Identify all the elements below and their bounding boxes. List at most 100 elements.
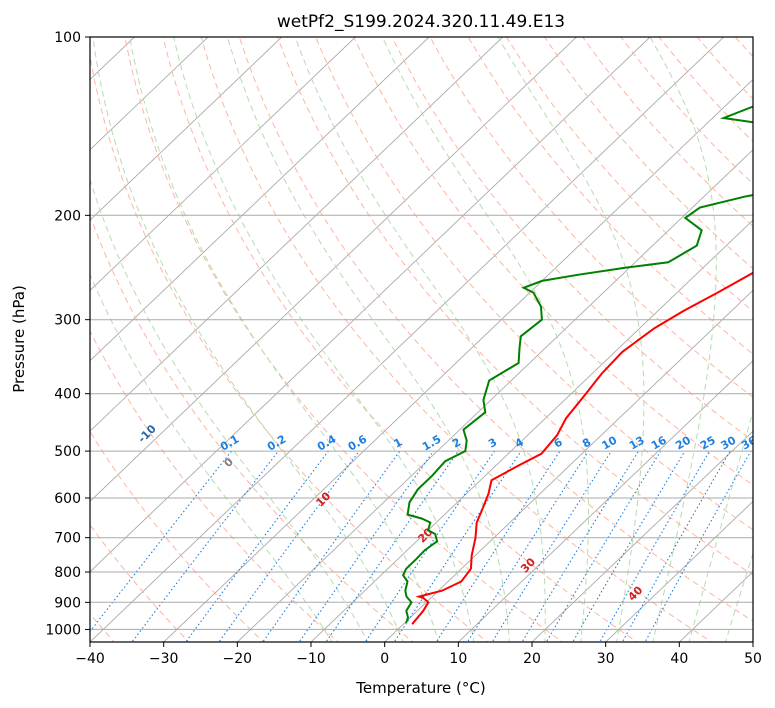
mixing-ratio-lines	[90, 450, 752, 642]
mixing-ratio-line	[262, 450, 401, 642]
isotherm-lines	[90, 37, 753, 642]
mixing-ratio-line	[393, 450, 522, 642]
isotherm-line	[678, 571, 753, 642]
y-axis-ticks: 1000 900 800 700 600 500 400 300 200 100	[45, 30, 90, 638]
isotherm-line	[310, 219, 753, 642]
profile-series	[401, 105, 753, 625]
mixing-ratio-label: 0.2	[265, 433, 288, 454]
mixing-ratio-label: 6	[552, 435, 565, 450]
dry-adiabat-label: 40	[625, 583, 645, 603]
series-line	[411, 271, 753, 625]
mixing-ratio-label: 0.6	[346, 432, 370, 453]
moist-adiabat-line	[725, 552, 753, 642]
dry-adiabat-line	[429, 37, 753, 398]
y-axis-label: Pressure (hPa)	[10, 285, 28, 393]
x-tick-label: 30	[597, 651, 615, 667]
dry-adiabat-line	[90, 53, 489, 642]
x-tick-label: 10	[449, 651, 467, 667]
dry-adiabat-label: 20	[415, 525, 435, 545]
dry-adiabat-line	[696, 37, 753, 100]
isotherm-line	[605, 500, 753, 642]
dry-adiabat-line	[391, 37, 753, 442]
mixing-ratio-line	[90, 450, 232, 633]
dry-adiabat-line	[353, 37, 753, 486]
mixing-ratio-label: 2	[450, 436, 463, 451]
x-tick-label: −10	[296, 651, 326, 667]
plot-frame	[89, 36, 754, 643]
y-tick-label: 200	[54, 208, 81, 224]
mixing-ratio-label: 20	[673, 433, 693, 452]
mixing-ratio-line	[572, 450, 686, 642]
isotherm-line	[90, 37, 209, 151]
mixing-ratio-line	[185, 450, 329, 642]
isotherm-line	[90, 37, 357, 292]
dry-adiabat-line	[90, 214, 414, 642]
dry-adiabat-lines	[90, 37, 753, 642]
pressure-grid-lines	[90, 37, 753, 630]
isotherm-line	[531, 430, 753, 642]
y-tick-label: 900	[54, 595, 81, 611]
x-tick-label: 40	[670, 651, 688, 667]
y-tick-label: 400	[54, 387, 81, 403]
mixing-ratio-label: 0.1	[218, 433, 241, 454]
isotherm-line	[90, 37, 504, 432]
mixing-ratio-line	[435, 450, 561, 642]
y-tick-label: 300	[54, 313, 81, 329]
mixing-ratio-line	[545, 450, 662, 642]
dry-adiabat-line	[200, 37, 713, 642]
dry-adiabat-label: 10	[313, 489, 333, 509]
dry-adiabat-line	[658, 37, 753, 143]
dry-adiabat-line	[238, 37, 753, 622]
x-tick-label: −40	[75, 651, 105, 667]
y-tick-label: 600	[54, 491, 81, 507]
mixing-ratio-line	[466, 450, 589, 642]
mixing-ratio-line	[298, 450, 434, 642]
x-tick-label: −20	[223, 651, 253, 667]
x-axis-ticks: −40 −30 −20 −10 0 10 20 30 40 50	[75, 642, 762, 667]
dry-adiabat-line	[467, 37, 753, 355]
mixing-ratio-label: 36	[739, 433, 759, 452]
y-tick-label: 1000	[45, 622, 81, 638]
isotherm-line	[90, 37, 725, 642]
mixing-ratio-label: 16	[649, 433, 669, 452]
x-tick-label: 0	[380, 651, 389, 667]
mixing-ratio-line	[491, 450, 612, 642]
isotherm-line	[236, 149, 753, 642]
dry-adiabat-line	[620, 37, 753, 185]
dry-adiabat-line	[582, 37, 753, 227]
mixing-ratio-label: 25	[698, 434, 718, 453]
mixing-ratio-label: 4	[513, 435, 526, 450]
mixing-ratio-line	[644, 450, 752, 642]
moist-adiabat-line	[90, 177, 369, 642]
dry-adiabat-line	[315, 37, 753, 531]
x-tick-label: 20	[523, 651, 541, 667]
isotherm-line	[457, 360, 753, 642]
moist-adiabat-line	[129, 37, 440, 642]
isotherm-line	[163, 78, 753, 642]
chart-title: wetPf2_S199.2024.320.11.49.E13	[277, 12, 565, 32]
dry-adiabat-label: -10	[136, 422, 159, 445]
dry-adiabat-line	[734, 37, 753, 58]
dry-adiabat-line	[162, 37, 638, 642]
mixing-ratio-line	[325, 450, 459, 642]
dry-adiabat-line	[90, 430, 265, 642]
mixing-ratio-label: 1.5	[420, 433, 443, 454]
plot-area: -100-90-80-70-60-50-40-30-20-10010203040…	[90, 37, 759, 642]
dry-adiabat-line	[90, 524, 190, 642]
y-tick-label: 800	[54, 565, 81, 581]
isotherm-line	[90, 37, 430, 362]
moist-adiabat-line	[92, 37, 404, 642]
mixing-ratio-line	[621, 450, 731, 642]
dry-adiabat-line	[544, 37, 753, 270]
isotherm-line	[90, 37, 651, 573]
isotherm-line	[90, 37, 578, 502]
mixing-ratio-label: 3	[486, 436, 499, 451]
dry-adiabat-line	[276, 37, 753, 576]
moist-adiabat-line	[294, 37, 546, 642]
isotherm-line	[90, 37, 283, 221]
y-tick-label: 500	[54, 444, 81, 460]
dry-adiabat-line	[505, 37, 753, 312]
x-axis-label: Temperature (°C)	[355, 679, 485, 697]
x-tick-label: −30	[149, 651, 179, 667]
